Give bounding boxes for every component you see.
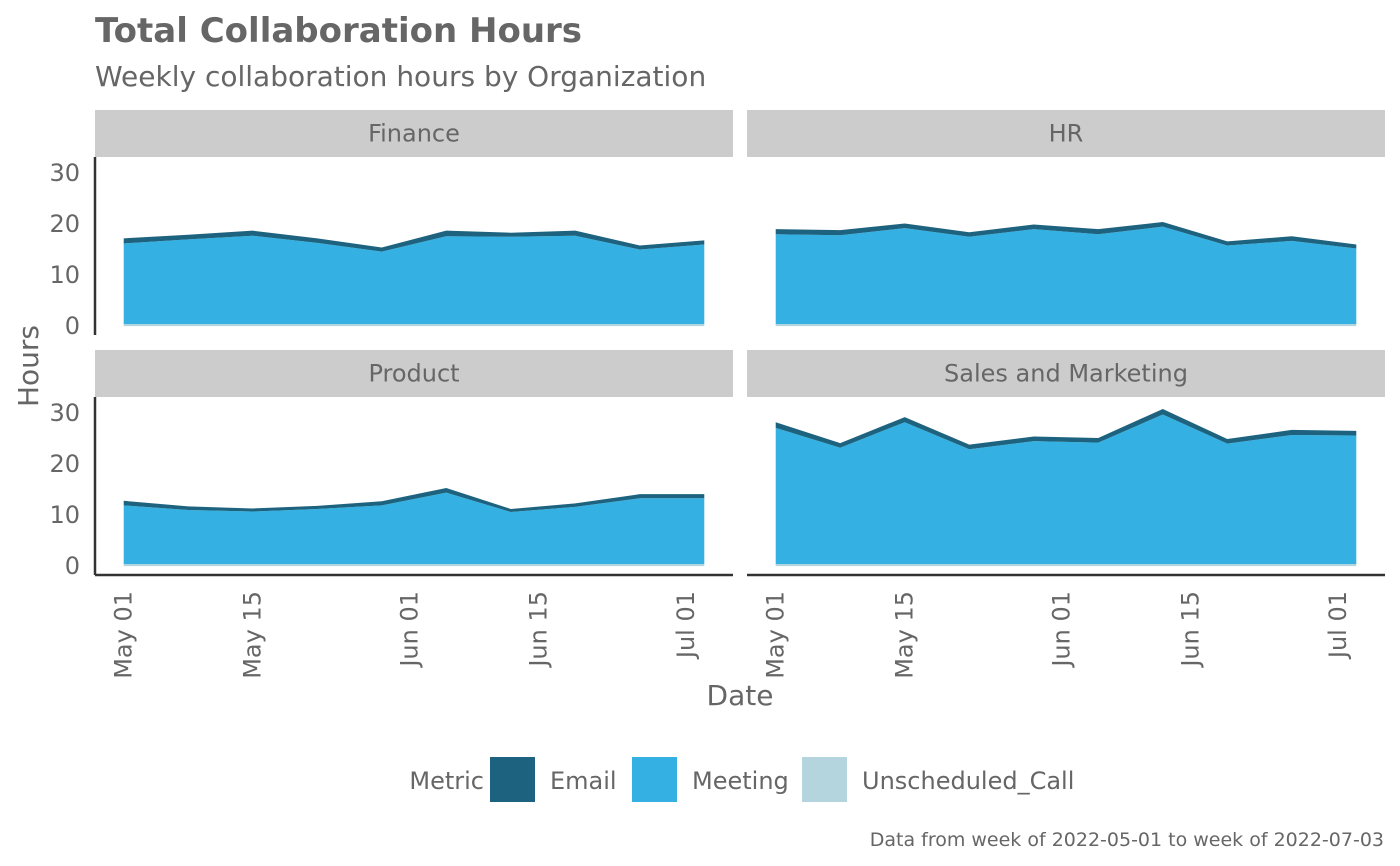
area-unscheduled-call xyxy=(123,324,705,327)
area-email xyxy=(775,222,1357,249)
legend-key-meeting xyxy=(632,757,677,802)
x-tick-label: May 01 xyxy=(762,591,790,679)
x-axis-title: Date xyxy=(707,679,774,712)
area-email xyxy=(123,230,705,252)
x-tick-label: Jun 15 xyxy=(1176,591,1204,669)
facet-strip xyxy=(747,350,1385,397)
legend-key-unscheduled-call xyxy=(802,757,847,802)
area-meeting xyxy=(123,492,705,565)
y-tick-label: 30 xyxy=(49,159,80,187)
chart-subtitle: Weekly collaboration hours by Organizati… xyxy=(95,60,706,93)
y-axis-title: Hours xyxy=(12,325,45,407)
area-meeting xyxy=(775,226,1357,325)
area-meeting xyxy=(775,414,1357,565)
panel-finance: Finance 0 10 20 30 xyxy=(49,110,733,340)
facet-strip xyxy=(95,110,733,157)
y-tick-label: 30 xyxy=(49,399,80,427)
y-tick-label: 0 xyxy=(65,552,80,580)
facet-strip-label: Sales and Marketing xyxy=(944,360,1188,388)
area-email xyxy=(123,488,705,513)
legend-title: Metric xyxy=(409,767,484,795)
legend: Metric Email Meeting Unscheduled_Call xyxy=(409,757,1074,802)
chart-title: Total Collaboration Hours xyxy=(95,11,582,51)
x-tick-label: May 15 xyxy=(239,591,267,679)
y-tick-label: 20 xyxy=(49,450,80,478)
legend-key-email xyxy=(490,757,535,802)
area-unscheduled-call xyxy=(775,324,1357,327)
chart-caption: Data from week of 2022-05-01 to week of … xyxy=(870,829,1384,851)
y-tick-label: 20 xyxy=(49,210,80,238)
x-tick-label: Jun 01 xyxy=(1047,591,1075,669)
facet-strip xyxy=(747,110,1385,157)
x-tick-label: May 01 xyxy=(110,591,138,679)
facet-strip-label: Product xyxy=(368,360,459,388)
facet-panels: Finance 0 10 20 30 HR Product 0 10 20 30 May 01 May … xyxy=(49,110,1385,679)
x-tick-label: Jul 01 xyxy=(1324,591,1352,660)
area-unscheduled-call xyxy=(775,564,1357,567)
x-tick-label: May 15 xyxy=(891,591,919,679)
x-tick-label: Jul 01 xyxy=(672,591,700,660)
area-meeting xyxy=(123,235,705,325)
legend-label-meeting: Meeting xyxy=(692,767,789,795)
y-tick-label: 10 xyxy=(49,501,80,529)
x-tick-label: Jun 01 xyxy=(395,591,423,669)
facet-strip-label: HR xyxy=(1049,120,1084,148)
legend-label-unscheduled-call: Unscheduled_Call xyxy=(862,767,1074,795)
area-unscheduled-call xyxy=(123,564,705,567)
panel-product: Product 0 10 20 30 May 01 May 15 Jun 01 Jun 15 Ju… xyxy=(49,350,733,679)
panel-sales-and-marketing: Sales and Marketing May 01 May 15 Jun 01 Jun… xyxy=(747,350,1385,679)
facet-strip-label: Finance xyxy=(368,120,460,148)
legend-label-email: Email xyxy=(550,767,617,795)
x-tick-label: Jun 15 xyxy=(524,591,552,669)
panel-hr: HR xyxy=(747,110,1385,327)
y-tick-label: 0 xyxy=(65,312,80,340)
area-email xyxy=(775,408,1357,450)
y-tick-label: 10 xyxy=(49,261,80,289)
facet-strip xyxy=(95,350,733,397)
